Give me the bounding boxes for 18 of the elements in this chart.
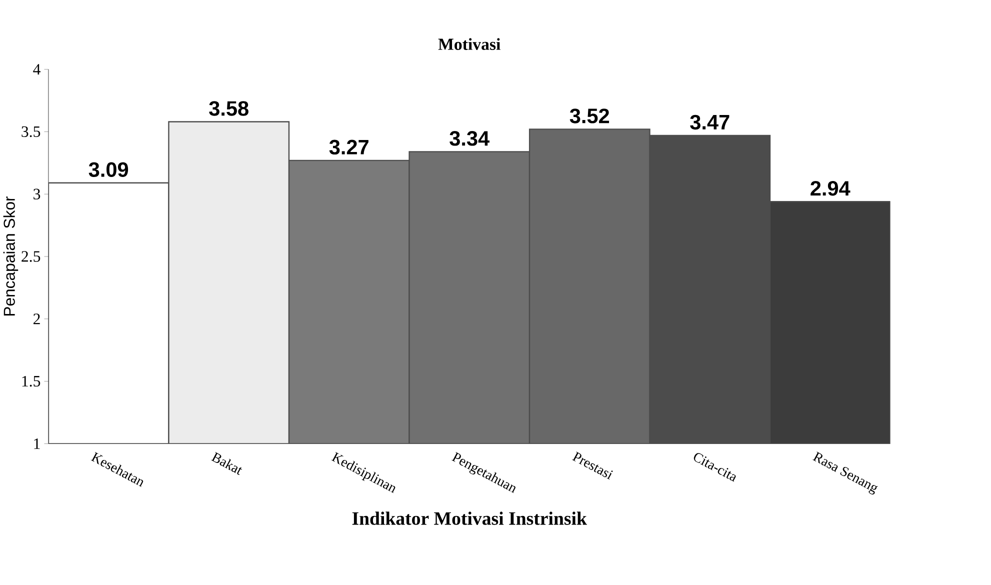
y-axis-title: Pencapaian Skor	[3, 196, 18, 316]
data-label: 3.47	[690, 114, 730, 130]
y-tick-label: 3	[34, 188, 40, 200]
chart-title: Motivasi	[438, 38, 500, 50]
y-tick-label: 2.5	[22, 251, 40, 262]
data-label: 3.34	[450, 130, 490, 146]
data-label: 3.52	[570, 108, 610, 124]
y-tick-label: 2	[34, 314, 40, 324]
data-label: 3.58	[209, 100, 248, 116]
x-tick-label: Bakat	[211, 452, 242, 475]
x-axis-title: Indikator Motivasi Instrinsik	[352, 512, 587, 525]
y-tick-label: 3.5	[22, 126, 40, 137]
y-tick-label: 1.5	[22, 376, 40, 386]
data-label: 2.94	[810, 180, 850, 196]
y-tick-label: 1	[34, 438, 40, 449]
y-tick-label: 4	[33, 64, 40, 74]
data-label: 3.09	[88, 162, 128, 177]
data-label: 3.27	[329, 140, 368, 154]
